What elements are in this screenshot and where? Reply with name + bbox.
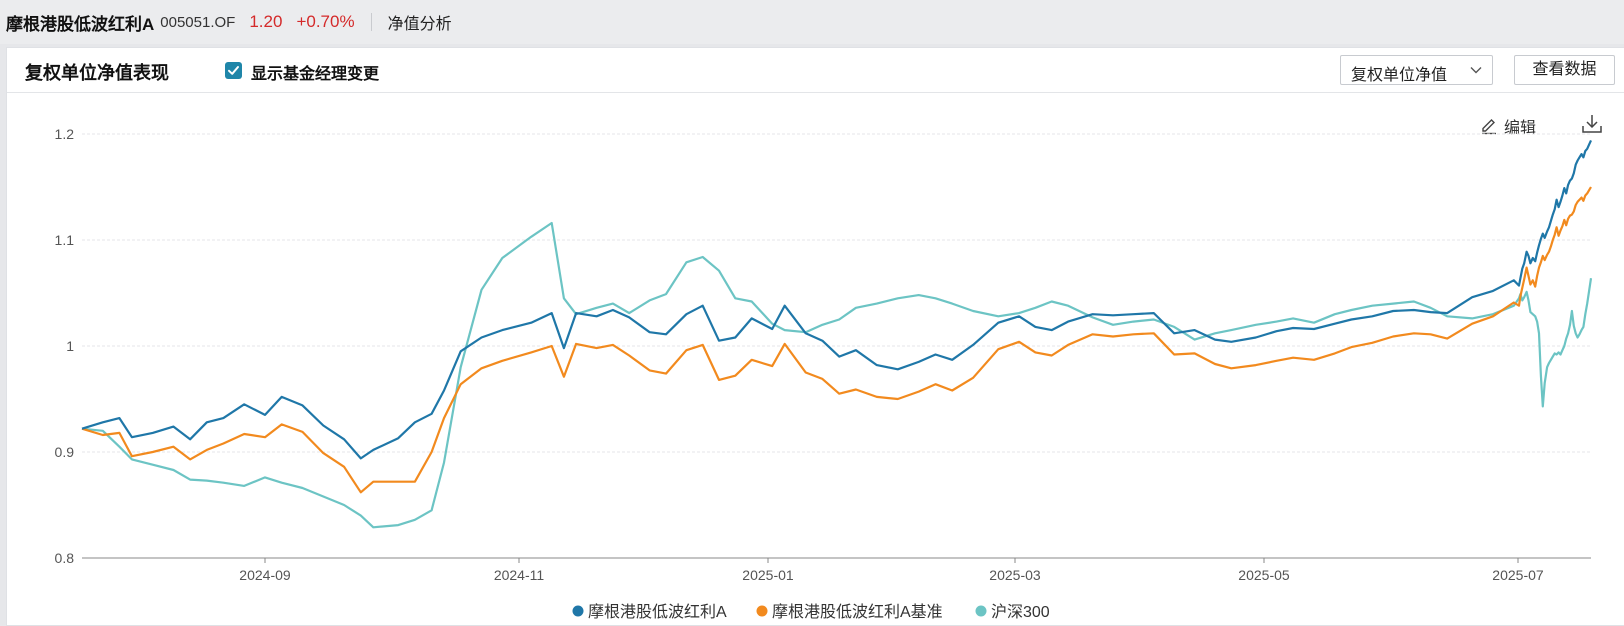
download-icon[interactable] bbox=[1581, 113, 1603, 135]
fund-header: 摩根港股低波红利A 005051.OF 1.20 +0.70% 净值分析 bbox=[0, 0, 1624, 44]
series-line-2 bbox=[81, 221, 1593, 529]
fund-nav: 1.20 bbox=[249, 12, 283, 31]
y-tick-label: 1 bbox=[66, 338, 74, 354]
y-tick-label: 0.8 bbox=[55, 550, 75, 566]
x-tick-label: 2025-01 bbox=[742, 567, 794, 583]
fund-change: +0.70% bbox=[296, 12, 355, 31]
y-tick-label: 0.9 bbox=[55, 444, 75, 460]
legend-marker bbox=[756, 605, 768, 617]
y-tick-label: 1.2 bbox=[55, 126, 75, 142]
y-tick-label: 1.1 bbox=[55, 232, 75, 248]
fund-code: 005051.OF bbox=[160, 13, 236, 31]
tab-nav-analysis[interactable]: 净值分析 bbox=[387, 16, 452, 33]
x-tick-label: 2025-05 bbox=[1238, 567, 1290, 583]
nav-type-select-value: 复权单位净值 bbox=[1351, 67, 1448, 84]
edit-label: 编辑 bbox=[1504, 120, 1537, 137]
nav-type-select[interactable]: 复权单位净值 bbox=[1340, 55, 1493, 85]
legend-label[interactable]: 摩根港股低波红利A bbox=[588, 603, 727, 621]
manager-change-checkbox[interactable] bbox=[225, 62, 242, 79]
manager-change-label[interactable]: 显示基金经理变更 bbox=[251, 66, 380, 83]
header-divider bbox=[370, 13, 372, 31]
series-line-1 bbox=[81, 186, 1592, 494]
panel-title: 复权单位净值表现 bbox=[25, 63, 169, 83]
panel-header: 复权单位净值表现 显示基金经理变更 复权单位净值 查看数据 bbox=[7, 48, 1624, 93]
chevron-down-icon bbox=[1470, 67, 1482, 74]
legend-marker bbox=[975, 605, 987, 617]
x-tick-label: 2025-03 bbox=[989, 567, 1041, 583]
x-tick-label: 2025-07 bbox=[1492, 567, 1544, 583]
fund-name: 摩根港股低波红利A bbox=[6, 14, 155, 34]
legend-label[interactable]: 摩根港股低波红利A基准 bbox=[772, 603, 943, 621]
view-data-button[interactable]: 查看数据 bbox=[1514, 55, 1615, 85]
legend-marker bbox=[572, 605, 584, 617]
legend-label[interactable]: 沪深300 bbox=[991, 603, 1050, 621]
x-tick-label: 2024-09 bbox=[239, 567, 291, 583]
series-line-0 bbox=[81, 139, 1593, 460]
check-icon bbox=[228, 66, 239, 75]
x-tick-label: 2024-11 bbox=[494, 567, 545, 583]
